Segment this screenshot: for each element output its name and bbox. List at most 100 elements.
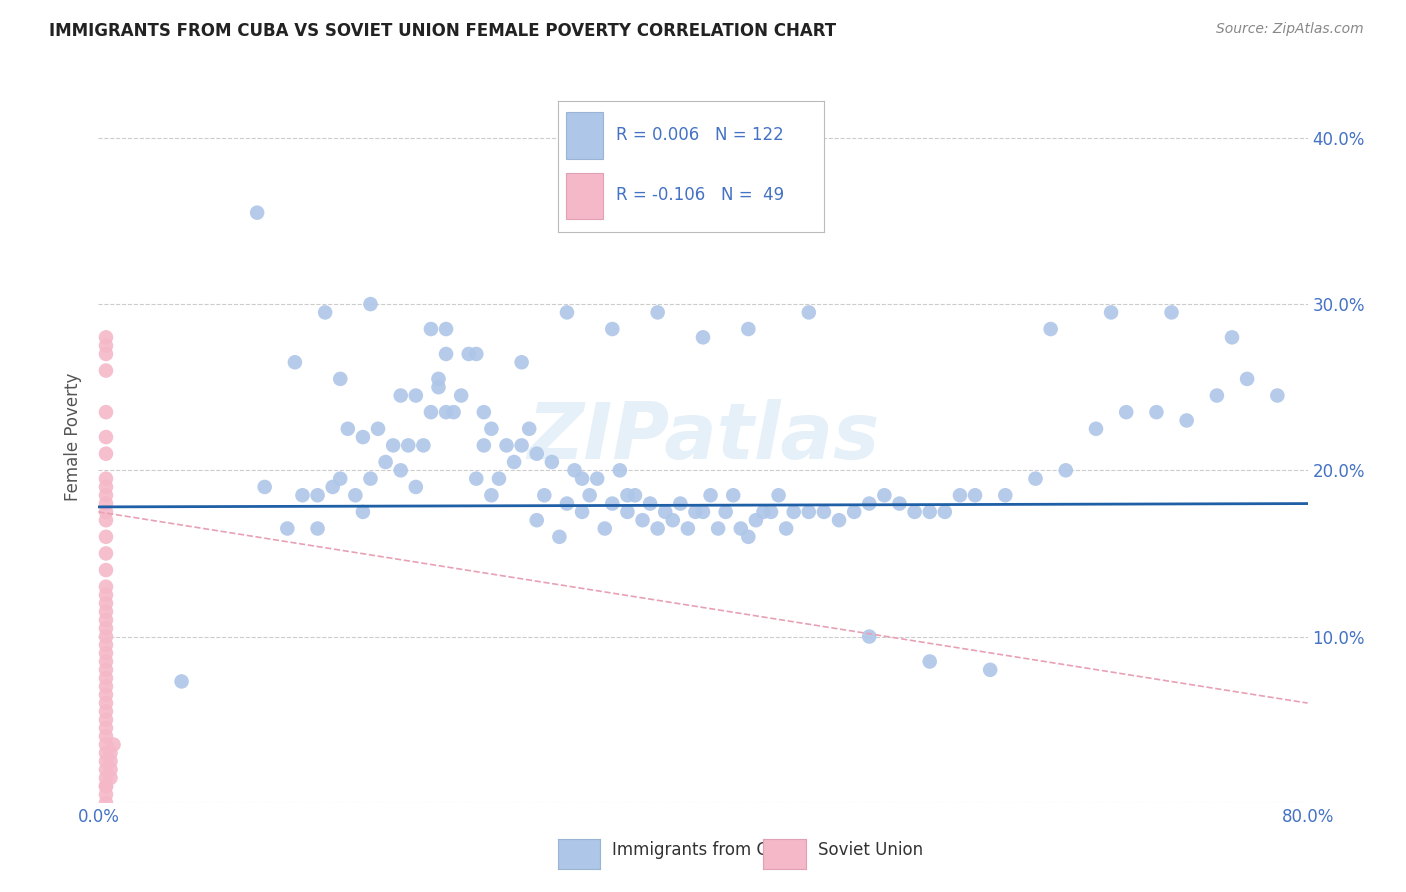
Point [994,488,1017,502]
Point [412,438,434,452]
Point [647,521,669,535]
Point [427,380,450,394]
Point [737,322,759,336]
Point [322,480,344,494]
Point [94,588,117,602]
Point [602,497,624,511]
Point [1085,422,1108,436]
Point [488,472,510,486]
Point [284,355,307,369]
Point [676,521,699,535]
Point [1039,322,1062,336]
Point [564,463,586,477]
Point [94,788,117,802]
Point [94,363,117,377]
Point [396,438,419,452]
Point [94,605,117,619]
Point [889,497,911,511]
Point [873,488,896,502]
Point [336,422,359,436]
Point [797,305,820,319]
Point [100,771,122,785]
Point [405,388,427,402]
Point [94,696,117,710]
Point [100,746,122,760]
Point [752,505,775,519]
Point [1160,305,1182,319]
Point [360,472,382,486]
Point [100,763,122,777]
Point [94,713,117,727]
Point [94,405,117,419]
Point [602,322,624,336]
Y-axis label: Female Poverty: Female Poverty [65,373,83,501]
Point [94,530,117,544]
Point [918,505,941,519]
Point [367,422,389,436]
Point [94,655,117,669]
Point [495,438,517,452]
Point [578,488,600,502]
Point [103,738,125,752]
Point [94,472,117,486]
Point [94,347,117,361]
Text: Immigrants from Cuba: Immigrants from Cuba [613,841,800,859]
Point [434,347,457,361]
Point [94,447,117,461]
Text: IMMIGRANTS FROM CUBA VS SOVIET UNION FEMALE POVERTY CORRELATION CHART: IMMIGRANTS FROM CUBA VS SOVIET UNION FEM… [49,22,837,40]
Text: Source: ZipAtlas.com: Source: ZipAtlas.com [1216,22,1364,37]
Point [94,497,117,511]
Point [775,521,797,535]
Point [94,688,117,702]
Point [555,305,578,319]
Point [540,455,562,469]
Point [94,721,117,735]
Point [291,488,314,502]
Point [1220,330,1243,344]
Point [1054,463,1077,477]
Point [631,513,654,527]
Point [481,488,503,502]
Point [465,347,488,361]
Point [450,388,472,402]
Point [586,472,609,486]
Point [571,472,593,486]
Point [94,763,117,777]
Point [329,472,352,486]
Point [1267,388,1289,402]
Point [723,488,745,502]
Point [828,513,851,527]
Point [1024,472,1046,486]
Point [94,746,117,760]
Point [526,447,548,461]
Point [918,655,941,669]
Point [1099,305,1122,319]
Point [434,322,457,336]
Text: Soviet Union: Soviet Union [818,841,922,859]
Point [246,205,269,219]
Point [94,480,117,494]
Point [979,663,1001,677]
Point [94,563,117,577]
Point [314,305,336,319]
Point [669,497,692,511]
Point [374,455,396,469]
Point [510,438,533,452]
Point [1236,372,1258,386]
Point [737,530,759,544]
Point [481,422,503,436]
Point [329,372,352,386]
Point [949,488,972,502]
Point [797,505,820,519]
Point [616,488,638,502]
Point [94,430,117,444]
Point [692,330,714,344]
Point [661,513,683,527]
Point [472,405,495,419]
Point [405,480,427,494]
Point [94,646,117,660]
Point [94,630,117,644]
Point [307,488,329,502]
Point [100,754,122,768]
Point [94,596,117,610]
